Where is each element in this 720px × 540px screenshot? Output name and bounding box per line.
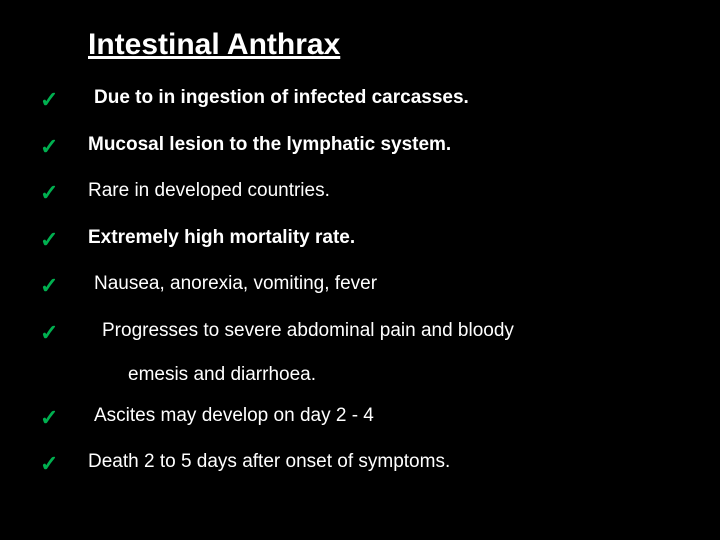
bullet-list: ✓Due to in ingestion of infected carcass…	[40, 86, 680, 479]
check-icon: ✓	[40, 319, 88, 348]
item-text: Rare in developed countries.	[88, 179, 330, 204]
list-item: ✓Death 2 to 5 days after onset of sympto…	[40, 450, 680, 479]
item-text: Extremely high mortality rate.	[88, 226, 355, 251]
slide: Intestinal Anthrax ✓Due to in ingestion …	[0, 0, 720, 540]
item-continuation: emesis and diarrhoea.	[128, 364, 680, 386]
item-text: Mucosal lesion to the lymphatic system.	[88, 133, 451, 158]
check-icon: ✓	[40, 450, 88, 479]
check-icon: ✓	[40, 179, 88, 208]
list-item: ✓Due to in ingestion of infected carcass…	[40, 86, 680, 115]
list-item: ✓Rare in developed countries.	[40, 179, 680, 208]
check-icon: ✓	[40, 404, 88, 433]
list-item: ✓Extremely high mortality rate.	[40, 226, 680, 255]
list-item: ✓Progresses to severe abdominal pain and…	[40, 319, 680, 348]
list-item: ✓Ascites may develop on day 2 - 4	[40, 404, 680, 433]
item-text: Nausea, anorexia, vomiting, fever	[88, 272, 377, 297]
check-icon: ✓	[40, 272, 88, 301]
check-icon: ✓	[40, 86, 88, 115]
item-text: Progresses to severe abdominal pain and …	[88, 319, 514, 344]
list-item: ✓Nausea, anorexia, vomiting, fever	[40, 272, 680, 301]
check-icon: ✓	[40, 226, 88, 255]
list-item: ✓Mucosal lesion to the lymphatic system.	[40, 133, 680, 162]
item-text: Ascites may develop on day 2 - 4	[88, 404, 374, 429]
item-text: Death 2 to 5 days after onset of symptom…	[88, 450, 450, 475]
check-icon: ✓	[40, 133, 88, 162]
item-text: Due to in ingestion of infected carcasse…	[88, 86, 469, 111]
slide-title: Intestinal Anthrax	[88, 28, 680, 62]
